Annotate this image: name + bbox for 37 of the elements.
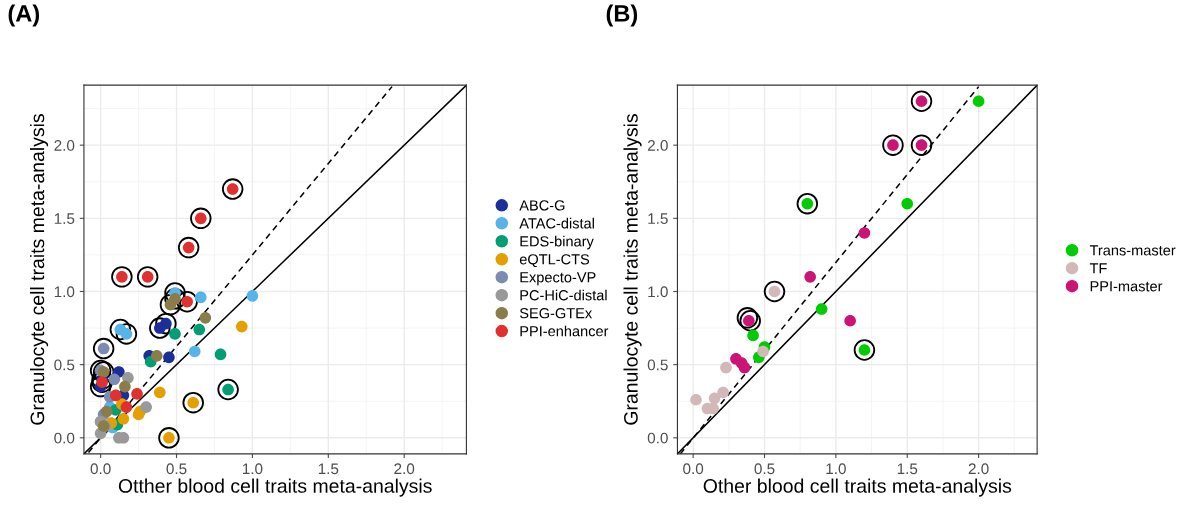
y-tick-label: 0.0 xyxy=(647,432,668,444)
x-tick-label: 1.0 xyxy=(242,463,263,475)
legend-label: PC-HiC-distal xyxy=(520,289,607,301)
x-tick-label: 2.0 xyxy=(968,463,989,475)
chart-title: (A) xyxy=(8,4,40,27)
chart-title: (B) xyxy=(606,4,638,27)
y-tick-label: 0.5 xyxy=(54,359,75,371)
legend-label: TF xyxy=(1089,263,1107,274)
legend-label: ATAC-distal xyxy=(519,217,594,229)
x-tick-label: 1.5 xyxy=(897,463,918,475)
x-tick-label: 0.0 xyxy=(90,463,111,475)
y-tick-label: 1.0 xyxy=(648,286,668,298)
x-tick-label: 0.5 xyxy=(754,463,775,475)
legend-label: eQTL-CTS xyxy=(519,254,590,268)
legend-label: Trans-master xyxy=(1089,245,1176,256)
y-tick-label: 0.5 xyxy=(647,359,668,371)
y-tick-label: 1.5 xyxy=(648,213,668,225)
y-axis-title: Granulocyte cell traits meta-analysis xyxy=(623,114,642,425)
x-tick-label: 2.0 xyxy=(394,463,415,475)
legend-label: Expecto-VP xyxy=(520,272,596,286)
y-tick-label: 2.0 xyxy=(647,140,668,151)
legend-label: SEG-GTEx xyxy=(519,308,593,319)
legend-label: ABC-G xyxy=(519,200,565,211)
x-axis-title: Otther blood cell traits meta-analysis xyxy=(118,478,432,497)
legend-label: EDS-binary xyxy=(520,235,594,250)
x-tick-label: 1.0 xyxy=(826,463,846,475)
y-tick-label: 1.0 xyxy=(54,286,75,298)
x-tick-label: 1.5 xyxy=(318,463,339,475)
y-tick-label: 1.5 xyxy=(54,213,75,225)
legend-label: PPI-enhancer xyxy=(520,325,609,337)
x-tick-label: 0.0 xyxy=(683,463,704,475)
y-axis-title: Granulocyte cell traits meta-analysis xyxy=(29,114,49,425)
y-tick-label: 0.0 xyxy=(54,432,75,444)
legend-label: PPI-master xyxy=(1090,281,1163,292)
x-axis-title: Other blood cell traits meta-analysis xyxy=(703,478,1012,497)
y-tick-label: 2.0 xyxy=(54,140,75,151)
x-tick-label: 0.5 xyxy=(166,463,187,475)
